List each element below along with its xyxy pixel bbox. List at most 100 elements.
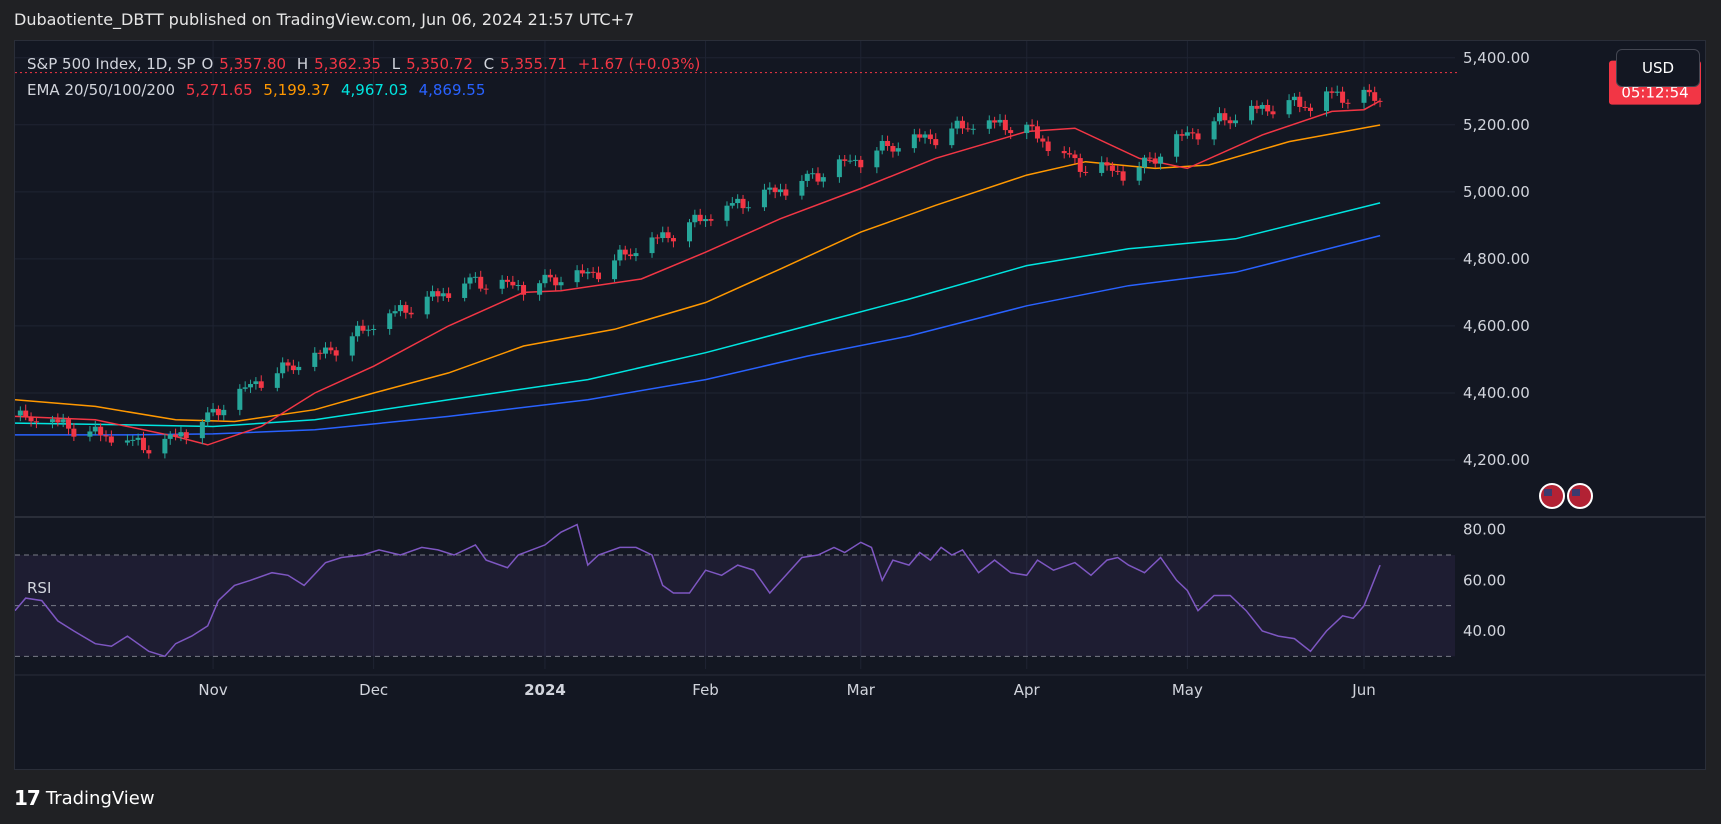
candle-body [617, 249, 623, 261]
candle-body [1195, 133, 1201, 140]
candle-body [71, 428, 77, 437]
legend-low-value: 5,350.72 [406, 55, 473, 73]
candle-body [1072, 154, 1078, 159]
candle-body [1040, 138, 1046, 142]
chart-svg[interactable]: 5,400.00 5,200.00 5,000.00 4,800.00 4,600.00… [15, 41, 1705, 769]
candle-body [885, 140, 891, 147]
tradingview-logo[interactable]: 17 TradingView [14, 786, 155, 810]
candle-body [537, 283, 543, 295]
candle-body [199, 422, 205, 439]
currency-button[interactable]: USD [1616, 49, 1700, 87]
price-tick-label: 4,400.00 [1463, 384, 1530, 402]
candle-body [1377, 100, 1383, 102]
candle-body [33, 421, 39, 423]
candle-body [1372, 92, 1378, 101]
candle-body [403, 305, 409, 313]
time-tick-label: Jun [1351, 681, 1375, 699]
candle-body [1259, 105, 1265, 109]
candle-body [1270, 111, 1276, 115]
candle-body [729, 203, 735, 206]
candle-body [317, 352, 323, 354]
candle-body [1265, 105, 1271, 112]
candle-body [810, 173, 816, 175]
candle-body [408, 312, 414, 315]
candle-body [215, 408, 221, 416]
legend-low-key: L [391, 55, 401, 73]
candle-body [1029, 124, 1035, 127]
candle-body [927, 134, 933, 140]
candle-body [960, 120, 966, 129]
candle-body [1324, 91, 1330, 111]
candle-body [660, 232, 666, 239]
candle-body [804, 173, 810, 181]
candle-body [633, 253, 639, 257]
candle-body [917, 134, 923, 138]
candle-body [130, 439, 136, 441]
candle-body [23, 410, 29, 418]
candle-body [558, 282, 564, 286]
candle-body [1249, 105, 1255, 121]
candle-body [210, 408, 216, 413]
candle-body [1061, 151, 1067, 154]
candle-body [371, 328, 377, 330]
candle-body [772, 187, 778, 193]
candle-body [703, 219, 709, 222]
candle-body [312, 352, 318, 367]
candle-body [1184, 132, 1190, 136]
candle-body [1307, 107, 1313, 111]
rsi-label: RSI [27, 579, 52, 597]
legend-open-key: O [201, 55, 214, 73]
candle-body [435, 291, 441, 297]
candle-body [178, 432, 184, 437]
candle-body [349, 336, 355, 356]
candle-body [740, 198, 746, 209]
candle-body [424, 296, 430, 315]
legend-ema-line: EMA 20/50/100/200 5,271.65 5,199.37 4,96… [27, 81, 491, 99]
candle-body [467, 277, 473, 284]
candle-body [328, 347, 334, 351]
candle-body [1216, 113, 1222, 122]
price-tick-label: 4,600.00 [1463, 317, 1530, 335]
candle-body [49, 419, 55, 423]
candle-body [333, 350, 339, 356]
candle-body [761, 189, 767, 208]
candle-body [997, 119, 1003, 123]
candle-body [1152, 158, 1158, 164]
legend-ema100-value: 4,967.03 [340, 81, 408, 99]
time-tick-label: Apr [1014, 681, 1041, 699]
price-tick-label: 5,000.00 [1463, 183, 1530, 201]
candle-body [510, 281, 516, 286]
candle-body [1361, 89, 1367, 103]
time-tick-label: Nov [198, 681, 227, 699]
candle-body [665, 232, 671, 239]
candle-body [462, 283, 468, 298]
candle-body [365, 329, 371, 331]
candle-body [1083, 171, 1089, 173]
candle-body [1297, 96, 1303, 107]
tradingview-logo-icon: 17 [14, 786, 41, 810]
candle-body [290, 365, 296, 371]
candle-body [478, 276, 484, 289]
legend-ema50-value: 5,199.37 [263, 81, 331, 99]
candle-body [815, 173, 821, 182]
candle-body [767, 187, 773, 190]
candle-body [686, 222, 692, 242]
candle-body [820, 177, 826, 182]
candle-body [542, 274, 548, 284]
candle-body [858, 159, 864, 168]
candle-body [1174, 134, 1180, 157]
candle-body [1291, 96, 1297, 101]
rsi-line [15, 523, 1381, 658]
candle-body [66, 419, 72, 429]
candle-body [1211, 121, 1217, 140]
candle-body [553, 277, 559, 286]
candle-body [890, 146, 896, 152]
rsi-tick-label: 40.00 [1463, 622, 1506, 640]
chart-frame[interactable]: 5,400.00 5,200.00 5,000.00 4,800.00 4,600.00… [14, 40, 1706, 770]
legend-close-key: C [483, 55, 495, 73]
candle-body [692, 214, 698, 223]
price-tick-label: 5,400.00 [1463, 49, 1530, 67]
candle-body [237, 388, 243, 410]
candle-body [140, 437, 146, 451]
time-tick-label: 2024 [524, 681, 566, 699]
